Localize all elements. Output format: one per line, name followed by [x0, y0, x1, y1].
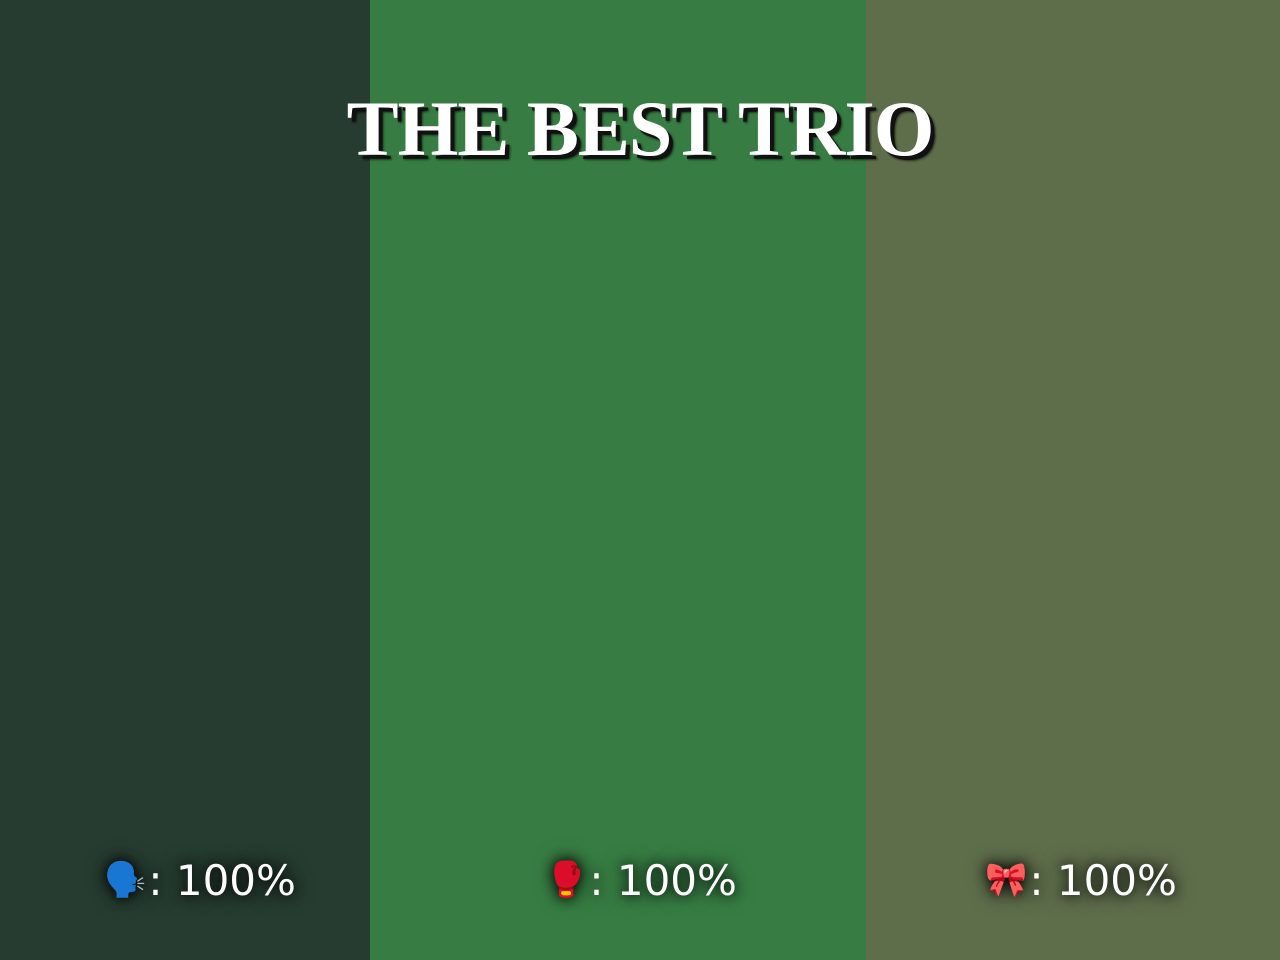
- stat-separator: :: [148, 855, 163, 905]
- stat-ribbon: 🎀 : 100%: [985, 852, 1177, 908]
- stat-separator: :: [1029, 855, 1044, 905]
- stat-boxing: 🥊 : 100%: [545, 852, 737, 908]
- boxing-glove-icon: 🥊: [545, 860, 588, 900]
- page-title: THE BEST TRIO: [346, 85, 935, 172]
- stat-separator: :: [589, 855, 604, 905]
- panel-left: [0, 0, 370, 960]
- stat-value: 100%: [1056, 855, 1177, 905]
- stat-speaking: 🗣️ : 100%: [104, 852, 296, 908]
- ribbon-bow-icon: 🎀: [985, 860, 1028, 900]
- speaking-head-icon: 🗣️: [104, 860, 147, 900]
- stat-value: 100%: [616, 855, 737, 905]
- stat-value: 100%: [175, 855, 296, 905]
- panel-middle: [370, 0, 866, 960]
- panel-right: [866, 0, 1280, 960]
